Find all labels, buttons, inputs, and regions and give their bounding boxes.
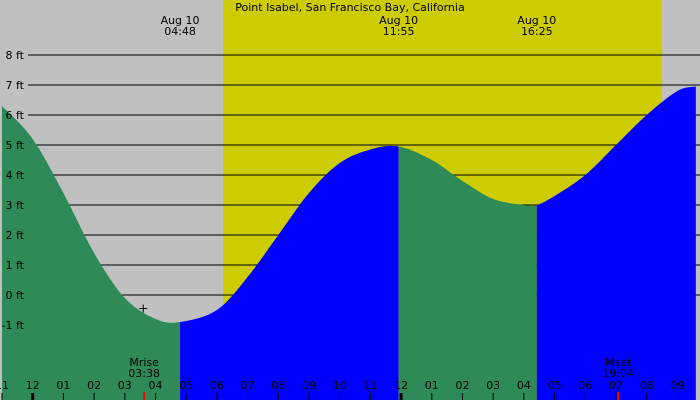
x-tick-label: 12 — [394, 379, 408, 392]
y-tick-label: 1 ft — [6, 259, 25, 272]
falling-tide-area — [398, 146, 537, 400]
extremum-date-label: Aug 10 — [161, 14, 200, 27]
extremum-time-label: 16:25 — [521, 25, 553, 38]
x-tick-label: 11 — [0, 379, 9, 392]
x-tick-label: 08 — [640, 379, 654, 392]
x-tick-label: 01 — [425, 379, 439, 392]
moon-event-time: 03:38 — [128, 367, 160, 380]
y-tick-label: 0 ft — [6, 289, 25, 302]
extremum-time-label: 04:48 — [164, 25, 196, 38]
extremum-date-label: Aug 10 — [517, 14, 556, 27]
x-axis-ticks: 11 12 01 02 03 04 05 06 07 08 09 10 11 12 01 02 03 04 05 06… — [0, 379, 684, 400]
rising-tide-area — [536, 86, 696, 400]
tide-areas — [2, 86, 696, 400]
chart-title: Point Isabel, San Francisco Bay, Califor… — [235, 1, 464, 14]
x-tick-label: 03 — [486, 379, 500, 392]
x-tick-label: 07 — [609, 379, 623, 392]
x-tick-label: 04 — [149, 379, 163, 392]
x-tick-label: 02 — [87, 379, 101, 392]
y-tick-label: -1 ft — [2, 319, 25, 332]
y-tick-label: 3 ft — [6, 199, 25, 212]
x-tick-label: 06 — [578, 379, 592, 392]
x-tick-label: 05 — [548, 379, 562, 392]
y-tick-label: 8 ft — [6, 49, 25, 62]
extremum-date-label: Aug 10 — [379, 14, 418, 27]
x-tick-label: 12 — [26, 379, 40, 392]
x-tick-label: 01 — [56, 379, 70, 392]
plus-marker — [139, 304, 148, 313]
x-tick-label: 09 — [670, 379, 684, 392]
x-tick-label: 06 — [210, 379, 224, 392]
x-tick-label: 09 — [302, 379, 316, 392]
y-tick-label: 6 ft — [6, 109, 25, 122]
y-tick-label: 4 ft — [6, 169, 25, 182]
x-tick-label: 02 — [456, 379, 470, 392]
moon-event-label: Mset — [605, 356, 632, 369]
y-axis-labels: 8 ft 7 ft 6 ft 5 ft 4 ft 3 ft 2 ft 1 ft 0 ft -1 f… — [2, 49, 25, 332]
falling-tide-area — [2, 106, 181, 400]
y-tick-label: 7 ft — [6, 79, 25, 92]
x-tick-label: 10 — [333, 379, 347, 392]
x-tick-label: 03 — [118, 379, 132, 392]
extremum-time-label: 11:55 — [383, 25, 415, 38]
moon-event-time: 19:04 — [602, 367, 634, 380]
x-tick-label: 04 — [517, 379, 531, 392]
y-tick-label: 5 ft — [6, 139, 25, 152]
rising-tide-area — [180, 145, 399, 400]
moon-event-label: Mrise — [129, 356, 159, 369]
x-tick-label: 05 — [179, 379, 193, 392]
x-tick-label: 11 — [363, 379, 377, 392]
x-tick-label: 08 — [271, 379, 285, 392]
x-tick-label: 07 — [241, 379, 255, 392]
y-tick-label: 2 ft — [6, 229, 25, 242]
